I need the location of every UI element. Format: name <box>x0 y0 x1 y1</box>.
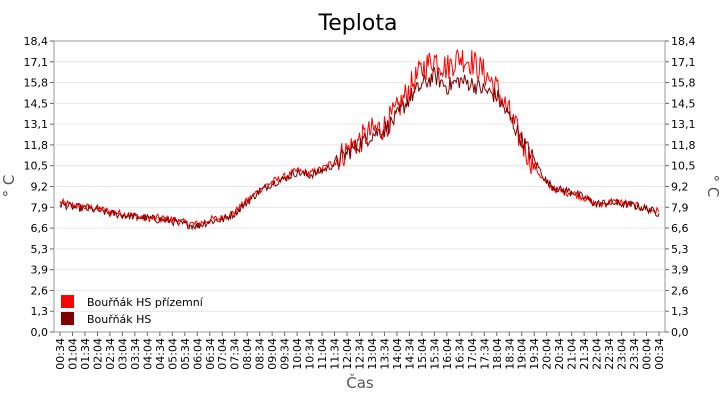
x-tick-label: 13:34 <box>378 338 391 370</box>
y-tick-label-right: 18,4 <box>671 35 696 48</box>
x-tick-label: 20:34 <box>553 338 566 370</box>
x-tick-label: 12:34 <box>354 338 367 370</box>
y-tick-label-left: 2,6 <box>31 284 49 297</box>
x-tick-label: 17:04 <box>466 338 479 370</box>
y-tick-label-right: 2,6 <box>671 284 689 297</box>
x-tick-label: 18:04 <box>491 338 504 370</box>
grid-lines <box>54 61 665 312</box>
series-line-2 <box>59 67 660 231</box>
x-tick-label: 21:34 <box>578 338 591 370</box>
x-tick-label: 06:34 <box>204 338 217 370</box>
x-tick-label: 14:04 <box>391 338 404 370</box>
x-tick-label: 20:04 <box>541 338 554 370</box>
x-tick-label: 22:34 <box>603 338 616 370</box>
legend-swatch-2 <box>61 312 74 325</box>
y-tick-label-left: 7,9 <box>31 201 49 214</box>
x-tick-label: 10:04 <box>291 338 304 370</box>
y-axis-left: 0,0 1,3 2,6 3,9 5,3 6,6 7,9 9,2 10,5 11,8 13,1 14,5… <box>24 35 54 339</box>
y-tick-label-left: 0,0 <box>31 326 49 339</box>
y-tick-label-right: 1,3 <box>671 305 689 318</box>
y-tick-label-right: 14,5 <box>671 97 696 110</box>
x-tick-label: 23:34 <box>628 338 641 370</box>
y-tick-label-right: 0,0 <box>671 326 689 339</box>
x-tick-label: 08:34 <box>254 338 267 370</box>
x-tick-label: 07:34 <box>229 338 242 370</box>
y-tick-label-right: 5,3 <box>671 243 689 256</box>
x-tick-label: 06:04 <box>191 338 204 370</box>
chart-title: Teplota <box>318 11 398 36</box>
y-tick-label-right: 11,8 <box>671 139 696 152</box>
x-tick-label: 00:34 <box>54 338 67 370</box>
x-tick-label: 01:04 <box>66 338 79 370</box>
y-tick-label-right: 9,2 <box>671 181 689 194</box>
x-tick-label: 00:04 <box>641 338 654 370</box>
y-tick-label-right: 3,9 <box>671 264 689 277</box>
x-tick-label: 12:04 <box>341 338 354 370</box>
y-tick-label-right: 6,6 <box>671 222 689 235</box>
x-tick-label: 17:34 <box>478 338 491 370</box>
y-tick-label-left: 14,5 <box>24 97 49 110</box>
x-tick-label: 21:04 <box>566 338 579 370</box>
x-tick-label: 03:34 <box>129 338 142 370</box>
x-tick-label: 19:34 <box>528 338 541 370</box>
y-tick-label-left: 1,3 <box>31 305 49 318</box>
x-tick-label: 15:04 <box>416 338 429 370</box>
series-layer <box>59 49 660 231</box>
y-tick-label-right: 10,5 <box>671 160 696 173</box>
legend-label-2: Bouřňák HS <box>87 313 151 326</box>
x-tick-label: 18:34 <box>503 338 516 370</box>
x-tick-label: 13:04 <box>366 338 379 370</box>
y-tick-label-left: 9,2 <box>31 181 49 194</box>
x-axis: 00:34 01:04 01:34 02:04 02:34 03:04 03:34 04:04… <box>54 332 666 370</box>
y-tick-label-left: 3,9 <box>31 264 49 277</box>
x-tick-label: 09:04 <box>266 338 279 370</box>
y-tick-label-right: 13,1 <box>671 118 696 131</box>
y-tick-label-left: 13,1 <box>24 118 49 131</box>
x-tick-label: 02:04 <box>91 338 104 370</box>
y-tick-label-left: 18,4 <box>24 35 49 48</box>
y-axis-right: 0,0 1,3 2,6 3,9 5,3 6,6 7,9 9,2 10,5 11,8 13,1 14,5… <box>665 35 696 339</box>
y-axis-label-right: ° C <box>704 175 720 198</box>
y-tick-label-right: 17,1 <box>671 56 696 69</box>
y-tick-label-left: 17,1 <box>24 56 49 69</box>
x-tick-label: 15:34 <box>428 338 441 370</box>
x-tick-label: 04:04 <box>141 338 154 370</box>
x-tick-label: 11:04 <box>316 338 329 370</box>
legend-label-1: Bouřňák HS přízemní <box>87 296 204 309</box>
x-tick-label: 03:04 <box>116 338 129 370</box>
x-tick-label: 05:04 <box>166 338 179 370</box>
x-tick-label: 09:34 <box>279 338 292 370</box>
y-axis-label-left: ° C <box>0 175 18 198</box>
x-tick-label: 16:04 <box>441 338 454 370</box>
x-axis-label: Čas <box>346 373 374 392</box>
x-tick-label: 02:34 <box>104 338 117 370</box>
x-tick-label: 14:34 <box>403 338 416 370</box>
y-tick-label-left: 6,6 <box>31 222 49 235</box>
x-tick-label: 22:04 <box>591 338 604 370</box>
x-tick-label: 23:04 <box>616 338 629 370</box>
x-tick-label: 10:34 <box>304 338 317 370</box>
legend-swatch-1 <box>61 295 74 308</box>
x-tick-label: 19:04 <box>516 338 529 370</box>
y-tick-label-left: 15,8 <box>24 77 49 90</box>
legend: Bouřňák HS přízemní Bouřňák HS <box>61 295 204 326</box>
x-tick-label: 00:34 <box>653 338 666 370</box>
x-tick-label: 05:34 <box>179 338 192 370</box>
x-tick-label: 07:04 <box>216 338 229 370</box>
y-tick-label-left: 5,3 <box>31 243 49 256</box>
x-tick-label: 01:34 <box>79 338 92 370</box>
x-tick-label: 08:04 <box>241 338 254 370</box>
x-tick-label: 04:34 <box>154 338 167 370</box>
y-tick-label-right: 7,9 <box>671 201 689 214</box>
y-tick-label-right: 15,8 <box>671 77 696 90</box>
y-tick-label-left: 10,5 <box>24 160 49 173</box>
x-tick-label: 11:34 <box>329 338 342 370</box>
y-tick-label-left: 11,8 <box>24 139 49 152</box>
x-tick-label: 16:34 <box>453 338 466 370</box>
